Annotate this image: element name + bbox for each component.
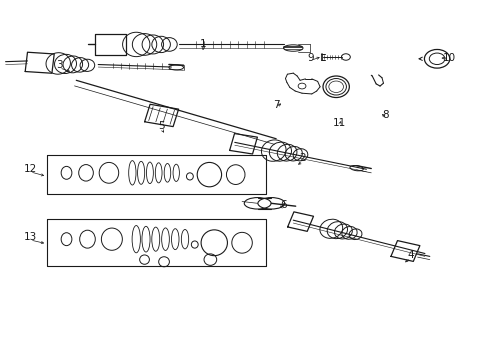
- Text: 11: 11: [332, 118, 346, 128]
- Polygon shape: [25, 52, 54, 73]
- Text: 8: 8: [382, 111, 388, 121]
- Text: 10: 10: [442, 53, 455, 63]
- Text: 3: 3: [56, 60, 62, 70]
- Polygon shape: [94, 34, 126, 55]
- Polygon shape: [144, 104, 178, 127]
- Text: 5: 5: [158, 121, 164, 131]
- Text: 2: 2: [299, 153, 305, 163]
- Text: 4: 4: [406, 250, 413, 260]
- Polygon shape: [229, 134, 257, 154]
- Text: 7: 7: [272, 100, 279, 110]
- Text: 1: 1: [199, 39, 206, 49]
- Text: 6: 6: [280, 200, 286, 210]
- Text: 12: 12: [23, 164, 37, 174]
- Polygon shape: [390, 240, 419, 261]
- Text: 13: 13: [23, 232, 37, 242]
- Text: 9: 9: [306, 53, 313, 63]
- Polygon shape: [287, 212, 313, 231]
